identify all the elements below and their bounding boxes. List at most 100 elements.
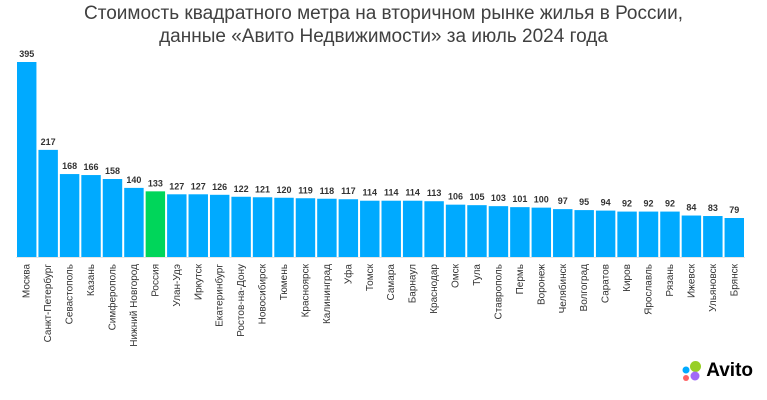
- bar: [531, 207, 552, 257]
- category-label: Омск: [451, 263, 462, 288]
- category-label: Улан-Удэ: [172, 264, 183, 307]
- category-label: Екатеринбург: [214, 264, 226, 327]
- chart-title-line-2: данные «Авито Недвижимости» за июль 2024…: [159, 26, 608, 47]
- category-label: Барнаул: [408, 264, 419, 303]
- bar-value-label: 166: [84, 162, 99, 172]
- category-label: Новосибирск: [257, 263, 269, 324]
- bar: [317, 198, 337, 257]
- bar-value-label: 126: [212, 182, 227, 192]
- category-label: Ставрополь: [493, 264, 504, 320]
- bar-value-label: 95: [579, 197, 589, 207]
- category-label: Санкт-Петербург: [42, 264, 54, 343]
- bar: [574, 210, 594, 257]
- bar: [381, 200, 401, 257]
- bar: [724, 218, 744, 257]
- bar: [467, 205, 487, 257]
- bar: [167, 194, 187, 257]
- category-label: Томск: [365, 263, 376, 291]
- bar: [638, 211, 659, 257]
- category-label: Челябинск: [557, 263, 569, 313]
- bar-value-label: 113: [427, 188, 442, 198]
- bar: [402, 200, 423, 257]
- category-label: Краснодар: [429, 264, 440, 314]
- bar-value-label: 119: [298, 185, 313, 195]
- bar: [209, 194, 230, 257]
- bar-value-label: 79: [729, 205, 739, 215]
- bar-value-label: 94: [601, 198, 611, 208]
- category-label: Брянск: [729, 263, 740, 296]
- bar: [595, 210, 616, 257]
- bar: [681, 215, 702, 257]
- bar-value-label: 117: [341, 186, 356, 196]
- category-label: Тула: [472, 264, 483, 286]
- category-label: Киров: [622, 264, 633, 292]
- bar: [252, 197, 273, 257]
- bar: [59, 174, 80, 257]
- bar-value-label: 103: [491, 193, 506, 203]
- category-label: Симферополь: [106, 264, 118, 330]
- bar: [617, 211, 637, 257]
- bar: [338, 199, 359, 257]
- bar: [38, 149, 58, 257]
- bar: [660, 211, 680, 257]
- bar-value-label: 114: [405, 188, 420, 198]
- bar-value-label: 114: [363, 188, 378, 198]
- bar: [424, 201, 444, 257]
- bar: [17, 62, 37, 257]
- bar: [295, 198, 316, 257]
- bar-value-label: 121: [255, 184, 270, 194]
- bar: [124, 187, 144, 257]
- category-label: Ростов-на-Дону: [236, 264, 247, 337]
- bar-value-label: 158: [105, 166, 120, 176]
- bar-value-label: 84: [686, 203, 696, 213]
- category-label: Красноярск: [300, 263, 311, 317]
- category-label: Ижевск: [686, 263, 697, 298]
- bar: [360, 200, 380, 257]
- category-label: Москва: [22, 264, 33, 299]
- bar: [445, 204, 466, 257]
- bar-value-label: 127: [169, 181, 184, 191]
- bar-value-label: 92: [665, 199, 675, 209]
- category-label: Ульяновск: [708, 263, 719, 311]
- bar-value-label: 168: [62, 161, 77, 171]
- bar-value-label: 133: [148, 178, 163, 188]
- category-label: Севастополь: [65, 264, 76, 324]
- category-label: Тюмень: [279, 264, 290, 300]
- bar: [703, 216, 723, 257]
- category-label: Россия: [150, 264, 161, 297]
- bar: [231, 196, 251, 257]
- avito-wordmark: Avito: [706, 360, 753, 381]
- bar: [553, 209, 573, 257]
- bar-value-label: 217: [41, 137, 56, 147]
- category-label: Пермь: [515, 264, 526, 294]
- category-label: Иркутск: [193, 263, 204, 300]
- category-label: Калининград: [322, 264, 333, 324]
- bar-value-label: 395: [19, 49, 34, 59]
- category-label: Казань: [86, 264, 97, 296]
- bar-value-label: 127: [191, 181, 206, 191]
- bar: [274, 197, 294, 257]
- bar: [81, 175, 101, 257]
- bar-value-label: 114: [384, 188, 399, 198]
- bar-value-label: 122: [234, 184, 249, 194]
- bar-value-label: 105: [469, 192, 484, 202]
- avito-logo: Avito: [680, 360, 753, 382]
- avito-dots-icon: [682, 361, 702, 381]
- bar: [510, 207, 530, 257]
- bar-value-label: 106: [448, 192, 463, 202]
- bar: [102, 179, 123, 257]
- bar-value-label: 100: [534, 195, 549, 205]
- bar: [488, 206, 509, 257]
- bar: [188, 194, 208, 257]
- bar-value-label: 92: [644, 199, 654, 209]
- bar-value-label: 118: [320, 186, 335, 196]
- category-label: Волгоград: [579, 264, 590, 312]
- bar-value-label: 101: [512, 194, 527, 204]
- chart-title-line-1: Стоимость квадратного метра на вторичном…: [84, 3, 683, 24]
- category-label: Воронеж: [536, 264, 547, 305]
- category-label: Рязань: [665, 264, 676, 297]
- bar-value-label: 92: [622, 199, 632, 209]
- bar-value-label: 140: [126, 175, 141, 185]
